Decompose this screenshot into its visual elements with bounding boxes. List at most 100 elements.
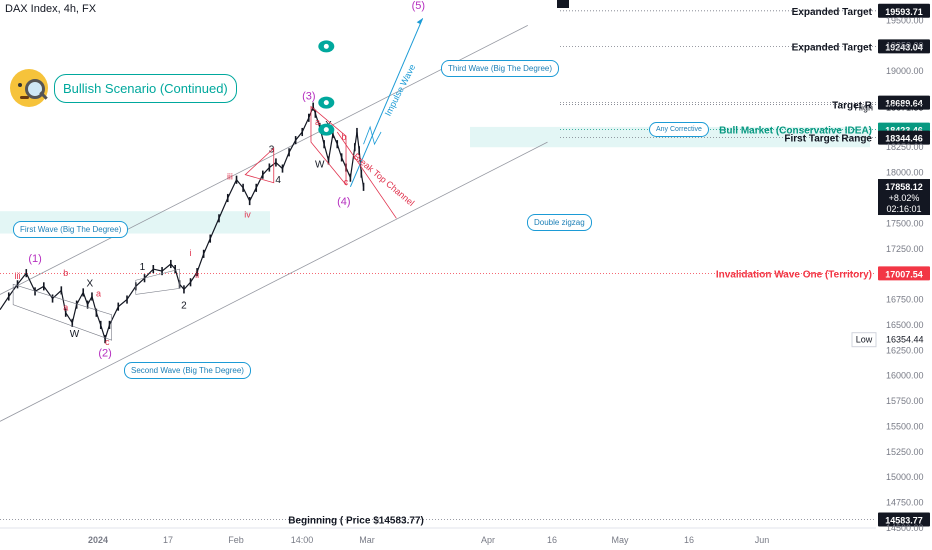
scenario-callout: Bullish Scenario (Continued) [10,69,237,107]
break-channel-line [336,131,397,219]
checkered-flag-icon [557,0,569,8]
countdown-timer: 02:16:01 [886,204,921,214]
arrow-head [416,18,423,25]
monocle-face-icon [10,69,48,107]
price-badge-text: 18689.64 [885,99,923,109]
x-tick-label: Mar [359,535,375,545]
wave-label: a [96,288,101,298]
wave-label: iv [244,209,251,219]
y-tick-label: 19500.00 [886,15,924,25]
x-tick-label: 16 [547,535,557,545]
channel-lower-line [0,141,548,422]
price-badge-text: 19593.71 [885,7,923,17]
y-tick-label: 15250.00 [886,447,924,457]
x-tick-label: Jun [755,535,770,545]
x-tick-label: 2024 [88,535,108,545]
y-tick-label: 15500.00 [886,421,924,431]
y-tick-label: 16500.00 [886,320,924,330]
level-label: Bull Market (Conservative IDEA) [719,126,872,137]
level-label: First Target Range [784,134,872,145]
wave-label: (5) [412,0,425,12]
wave-label: iii [15,271,21,281]
x-tick-label: 17 [163,535,173,545]
triangle-pattern [244,147,275,184]
highlight-zone [470,126,870,148]
y-tick-label: 19000.00 [886,66,924,76]
price-badge-text: 17007.54 [885,269,923,279]
corrective-zigzag [363,125,382,146]
third-wave-tag: Third Wave (Big The Degree) [441,60,560,77]
wave-label: a [63,303,68,313]
current-price-change: +8.02% [889,193,920,203]
wave-label: 4 [275,175,281,186]
x-tick-label: 16 [684,535,694,545]
y-tick-label: 17250.00 [886,244,924,254]
price-badge-text: 18344.46 [885,134,923,144]
price-badge-text: 19243.04 [885,42,923,52]
current-price-value: 17858.12 [885,182,923,192]
flag-pattern [135,268,180,295]
price-badge-text: 14583.77 [885,515,923,525]
y-tick-label: 14500.00 [886,523,924,533]
wave-label: W [315,160,325,171]
scenario-label: Bullish Scenario (Continued) [54,73,237,103]
price-badge [878,130,930,145]
x-tick-label: May [611,535,629,545]
wave-label: a [315,117,320,127]
level-label: Invalidation Wave One (Territory) [716,269,872,280]
wave-label: i [190,248,192,258]
eye-icon-pupil [323,100,329,106]
low-tag [851,332,877,348]
eye-icon-pupil [323,127,329,133]
price-badge [878,512,930,527]
level-label: Expanded Target [792,7,873,18]
wave-label: b [341,132,346,142]
flag-pattern [12,283,112,341]
y-tick-label: 16250.00 [886,345,924,355]
first-wave-tag: First Wave (Big The Degree) [13,221,129,238]
y-tick-label: 17500.00 [886,218,924,228]
wave-label: (4) [337,196,350,208]
x-tick-label: 14:00 [291,535,314,545]
y-tick-label: 16000.00 [886,371,924,381]
y-tick-label: 19250.00 [886,41,924,51]
wave-label: iii [227,172,233,182]
wave-label: c [105,337,110,347]
wave-label: (2) [98,347,111,359]
wave-label: X [86,278,93,289]
current-price-badge [878,179,930,216]
y-tick-label: 18000.00 [886,168,924,178]
wave-label: b [63,268,68,278]
low-value: 16354.44 [886,335,924,345]
y-tick-label: 15000.00 [886,472,924,482]
level-label: Expanded Target [792,42,873,53]
price-badge-text: 18671.33 [886,102,924,112]
wave-label: (1) [28,253,41,265]
impulse-arrow [349,18,424,188]
eye-icon-pupil [323,43,329,49]
price-badge [878,95,930,110]
chart-title[interactable]: DAX Index, 4h, FX [5,3,97,15]
wave-label: W [70,329,80,340]
double-zigzag-tag: Double zigzag [527,214,592,231]
y-tick-label: 16750.00 [886,295,924,305]
price-badge [878,266,930,281]
price-badge-text: 18423.46 [885,126,923,136]
wave-label: 2 [181,301,187,312]
channel-upper-line [0,25,528,295]
x-tick-label: Apr [481,535,495,545]
low-label: Low [856,335,873,345]
y-tick-label: 18250.00 [886,142,924,152]
wave-label: 1 [140,262,146,273]
x-tick-label: Feb [228,535,244,545]
wave-label: ii [195,270,199,280]
wave-label: (3) [302,91,315,103]
second-wave-tag: Second Wave (Big The Degree) [124,362,251,379]
price-badge [878,3,930,18]
y-tick-label: 14750.00 [886,498,924,508]
any-corrective-tag: Any Corrective [649,122,709,137]
y-tick-label: 15750.00 [886,396,924,406]
high-label: High [854,102,873,112]
